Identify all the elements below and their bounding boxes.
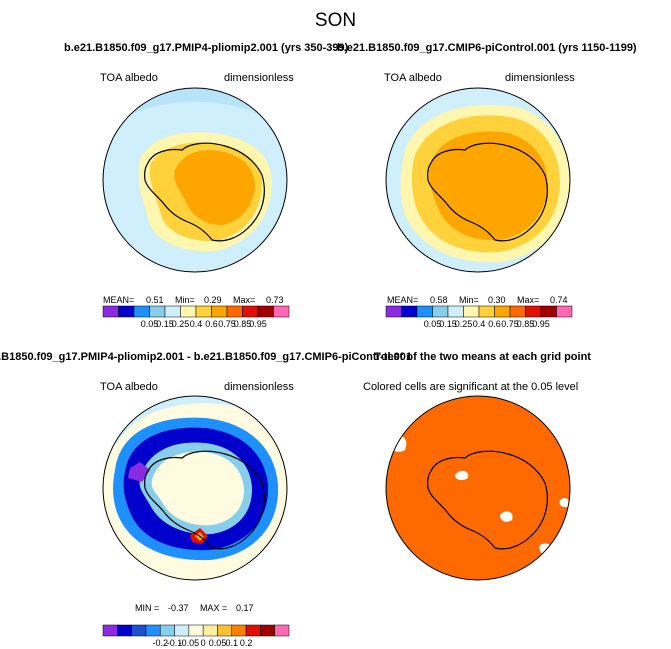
panel3-max-value: 0.17 <box>236 603 254 613</box>
panel2-min-label: Min= <box>459 295 479 305</box>
panel2-colorbar-swatch <box>525 305 542 318</box>
panel2-colorbar-tick-label: 0.25 <box>455 319 473 329</box>
panel2-colorbar-tick-label: 0.4 <box>473 319 486 329</box>
panel2-colorbar-tick-label: 0.05 <box>424 319 442 329</box>
panel1-colorbar-swatch <box>226 305 243 318</box>
panel2-mean-value: 0.58 <box>430 295 448 305</box>
panel3-colorbar-swatch <box>117 624 132 637</box>
panel3-colorbar-tick-label: 0 <box>201 638 206 648</box>
panel3-colorbar-swatch <box>145 624 161 637</box>
panel3-colorbar-swatch <box>202 624 218 637</box>
panel2-colorbar: 0.050.150.25 0.4 0.6 0.750.850.95 <box>385 305 573 329</box>
panel1-colorbar-swatch <box>149 305 166 318</box>
panel1-colorbar-swatch <box>257 305 274 318</box>
panel1-colorbar-swatch <box>118 305 135 318</box>
panel2-map <box>385 87 571 273</box>
panel1-colorbar-tick-label: 0.95 <box>249 319 267 329</box>
panel3-colorbar-swatch <box>260 624 275 637</box>
panel2-units: dimensionless <box>505 72 575 84</box>
panel3-colorbar-swatch <box>274 624 290 637</box>
panel3-map <box>102 395 288 581</box>
panel3-colorbar-swatch <box>245 624 261 637</box>
panel1-variable: TOA albedo <box>100 72 158 84</box>
panel2-mean-label: MEAN= <box>387 295 419 305</box>
panel1-mean-value: 0.51 <box>146 295 164 305</box>
panel2-colorbar-swatch <box>401 305 418 318</box>
panel1-colorbar-tick-label: 0.85 <box>234 319 252 329</box>
panel1-colorbar-swatch <box>211 305 228 318</box>
panel3-colorbar-tick-label: -0.05 <box>179 638 200 648</box>
panel3-colorbar-swatch <box>159 624 175 637</box>
panel2-variable: TOA albedo <box>384 72 442 84</box>
panel2-colorbar-swatch <box>463 305 480 318</box>
panel3-colorbar-swatch <box>231 624 247 637</box>
panel1-mean-label: MEAN= <box>103 295 135 305</box>
panel2-colorbar-tick-label: 0.95 <box>532 319 550 329</box>
panel2-colorbar-swatch <box>509 305 526 318</box>
panel3-colorbar-swatch <box>102 624 118 637</box>
panel3-colorbar-tick-label: -0.1 <box>167 638 183 648</box>
panel1-colorbar-swatch <box>273 305 290 318</box>
panel2-colorbar-tick-label: 0.85 <box>517 319 535 329</box>
panel2-colorbar-swatch <box>478 305 495 318</box>
panel1-colorbar-swatch <box>242 305 259 318</box>
panel1-colorbar-tick-label: 0.6 <box>205 319 218 329</box>
season-title: SON <box>314 10 357 31</box>
panel3-units: dimensionless <box>224 381 294 393</box>
panel1-colorbar-swatch <box>180 305 197 318</box>
panel2-colorbar-swatch <box>540 305 557 318</box>
panel1-colorbar-swatch <box>195 305 212 318</box>
panel3-colorbar-swatch <box>217 624 233 637</box>
panel1-colorbar-tick-label: 0.4 <box>190 319 203 329</box>
panel1-max-value: 0.73 <box>266 295 284 305</box>
panel1-colorbar-tick-label: 0.15 <box>156 319 174 329</box>
panel3-max-label: MAX = <box>200 603 228 613</box>
panel3-colorbar-tick-label: 0.1 <box>226 638 239 648</box>
panel2-colorbar-tick-label: 0.6 <box>488 319 501 329</box>
panel3-colorbar-swatch <box>131 624 147 637</box>
panel1-colorbar-tick-label: 0.05 <box>141 319 159 329</box>
panel1-min-value: 0.29 <box>204 295 222 305</box>
panel3-title: b.e21.B1850.f09_g17.PMIP4-pliomip2.001 -… <box>0 351 413 363</box>
panel1-title: b.e21.B1850.f09_g17.PMIP4-pliomip2.001 (… <box>64 42 349 54</box>
panel2-min-value: 0.30 <box>488 295 506 305</box>
panel3-colorbar-tick-label: 0.2 <box>240 638 253 648</box>
panel4-map <box>385 395 571 581</box>
panel3-min-label: MIN = <box>135 603 160 613</box>
panel2-max-label: Max= <box>517 295 540 305</box>
panel1-colorbar-swatch <box>133 305 150 318</box>
panel1-min-label: Min= <box>175 295 195 305</box>
panel2-colorbar-swatch <box>494 305 511 318</box>
panel4-title: T-test of the two means at each grid poi… <box>374 351 591 363</box>
panel2-title: b.e21.B1850.f09_g17.CMIP6-piControl.001 … <box>337 42 637 54</box>
panel3-colorbar-swatch <box>188 624 204 637</box>
panel2-max-value: 0.74 <box>550 295 568 305</box>
panel4-subtitle: Colored cells are significant at the 0.0… <box>363 381 579 393</box>
panel1-units: dimensionless <box>224 72 294 84</box>
panel2-colorbar-tick-label: 0.15 <box>439 319 457 329</box>
panel1-max-label: Max= <box>233 295 256 305</box>
panel3-colorbar-swatch <box>174 624 190 637</box>
panel2-colorbar-swatch <box>385 305 402 318</box>
panel3-variable: TOA albedo <box>100 381 158 393</box>
panel3-colorbar: -0.2-0.1-0.05 0 0.05 0.1 0.2 <box>102 624 290 648</box>
panel1-colorbar: 0.050.150.25 0.4 0.6 0.750.850.95 <box>102 305 290 329</box>
panel1-colorbar-tick-label: 0.75 <box>218 319 236 329</box>
panel2-colorbar-tick-label: 0.75 <box>501 319 519 329</box>
panel3-colorbar-tick-label: 0.05 <box>209 638 227 648</box>
panel3-min-value: -0.37 <box>168 603 189 613</box>
panel2-colorbar-swatch <box>432 305 449 318</box>
panel1-map <box>102 87 288 273</box>
panel1-colorbar-swatch <box>164 305 181 318</box>
panel2-colorbar-swatch <box>556 305 573 318</box>
panel2-colorbar-swatch <box>447 305 464 318</box>
panel1-colorbar-swatch <box>102 305 119 318</box>
panel2-colorbar-swatch <box>416 305 433 318</box>
panel1-colorbar-tick-label: 0.25 <box>172 319 190 329</box>
panel3-colorbar-tick-label: -0.2 <box>152 638 168 648</box>
